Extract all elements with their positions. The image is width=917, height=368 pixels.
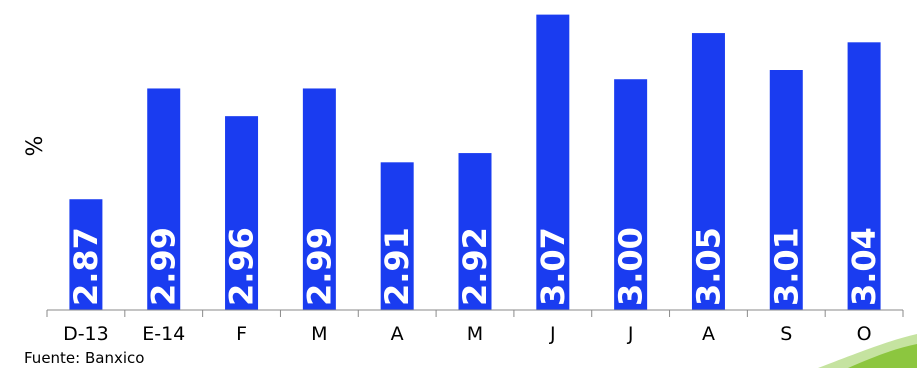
x-tick-label: F — [236, 323, 247, 345]
data-label: 2.87 — [67, 227, 105, 306]
bar-M — [458, 153, 492, 310]
x-tick-label: J — [627, 323, 634, 345]
x-tick-label: M — [311, 323, 327, 345]
bar-J — [536, 14, 570, 310]
x-tick-label: E-14 — [142, 323, 185, 345]
bar-A — [380, 162, 414, 310]
x-tick-label: A — [391, 323, 404, 345]
data-label: 2.92 — [456, 227, 494, 306]
x-ticks-group: D-13 E-14 F M A M J J A S O — [46, 310, 904, 345]
bar-J — [614, 79, 648, 310]
y-axis-label: % — [23, 136, 48, 157]
bar-M — [302, 88, 336, 310]
x-tick-label: S — [780, 323, 792, 345]
data-label: 2.96 — [223, 227, 261, 306]
data-label: 3.01 — [767, 227, 805, 306]
bar-S — [769, 70, 803, 310]
x-tick-label: A — [702, 323, 715, 345]
bar-E-14 — [147, 88, 181, 310]
data-label: 3.05 — [689, 227, 727, 306]
bar-D-13 — [69, 199, 103, 310]
data-label: 2.99 — [145, 227, 183, 306]
bar-O — [847, 42, 881, 311]
x-tick-label: O — [857, 323, 872, 345]
data-label: 3.07 — [534, 227, 572, 306]
data-label: 3.04 — [845, 227, 883, 306]
data-labels-group: 2.87 2.99 2.96 2.99 2.91 2.92 3.07 3.00 3.05 3.01… — [67, 227, 883, 306]
bar-F — [225, 116, 259, 311]
source-note: Fuente: Banxico — [24, 349, 145, 367]
bar-A — [691, 33, 725, 310]
x-tick-label: J — [549, 323, 556, 345]
data-label: 3.00 — [612, 227, 650, 306]
data-label: 2.99 — [300, 227, 338, 306]
data-label: 2.91 — [378, 227, 416, 306]
x-tick-label: D-13 — [63, 323, 109, 345]
bars-group — [69, 14, 881, 311]
x-tick-label: M — [467, 323, 483, 345]
